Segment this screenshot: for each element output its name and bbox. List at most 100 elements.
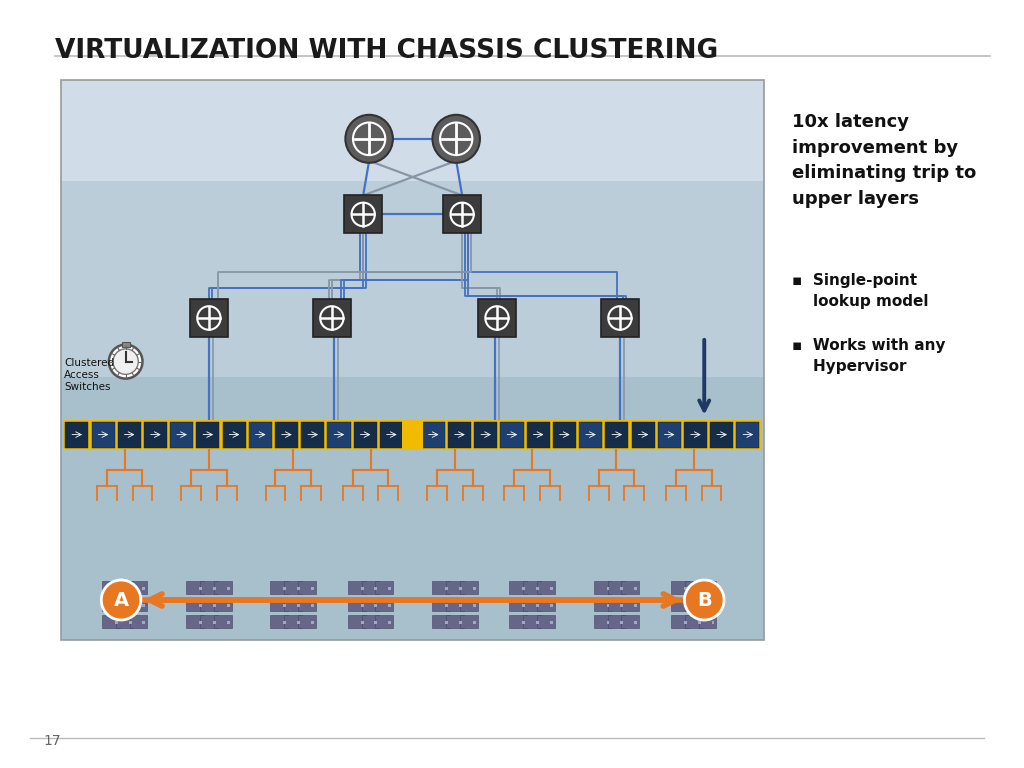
Bar [671, 581, 689, 594]
Bar [474, 422, 498, 448]
Bar [91, 422, 115, 448]
Bar [473, 604, 475, 607]
Bar [537, 587, 539, 590]
Bar [129, 587, 131, 590]
Bar [226, 587, 229, 590]
Text: ▪  Works with any
    Hypervisor: ▪ Works with any Hypervisor [792, 338, 945, 374]
Bar [186, 598, 204, 611]
Bar [213, 604, 216, 607]
Bar [200, 598, 218, 611]
Bar [697, 604, 700, 607]
Bar [375, 621, 378, 624]
Bar [284, 604, 287, 607]
Bar [380, 422, 403, 448]
Bar [402, 419, 423, 449]
Bar [509, 598, 527, 611]
Bar [712, 621, 715, 624]
Bar [200, 581, 218, 594]
Bar [129, 604, 131, 607]
Bar [621, 604, 624, 607]
Bar [101, 598, 120, 611]
Bar [685, 598, 702, 611]
Bar [509, 581, 527, 594]
Bar [130, 581, 147, 594]
Bar [142, 587, 145, 590]
Bar [432, 581, 450, 594]
Bar [301, 422, 325, 448]
Bar [285, 581, 302, 594]
Bar [473, 587, 475, 590]
Bar [698, 615, 717, 628]
Bar [375, 587, 378, 590]
Bar [311, 587, 314, 590]
Text: B: B [697, 591, 712, 610]
Bar [142, 621, 145, 624]
Bar [61, 180, 764, 377]
Bar [444, 604, 447, 607]
Bar [360, 604, 364, 607]
Bar [361, 581, 380, 594]
Bar [580, 422, 602, 448]
Bar [607, 598, 626, 611]
Bar [249, 422, 272, 448]
Bar [115, 587, 118, 590]
Bar [213, 587, 216, 590]
Bar [606, 604, 609, 607]
Bar [214, 598, 231, 611]
Bar [199, 604, 202, 607]
Bar [684, 587, 687, 590]
Bar [214, 615, 231, 628]
Bar [275, 422, 298, 448]
Bar [115, 604, 118, 607]
Bar [170, 422, 194, 448]
Bar [360, 587, 364, 590]
Bar [116, 598, 133, 611]
Bar [443, 195, 481, 233]
Bar [376, 581, 393, 594]
Bar [550, 604, 553, 607]
Bar [130, 615, 147, 628]
Bar [199, 587, 202, 590]
Bar [711, 422, 733, 448]
Bar [199, 621, 202, 624]
Bar [311, 604, 314, 607]
Bar [537, 604, 539, 607]
Bar [270, 581, 289, 594]
Circle shape [345, 114, 393, 163]
Bar [285, 615, 302, 628]
Bar [348, 581, 366, 594]
Bar [311, 621, 314, 624]
Bar [186, 581, 204, 594]
Bar [473, 621, 475, 624]
Bar [522, 621, 525, 624]
Bar [129, 621, 131, 624]
Bar [509, 615, 527, 628]
Bar [460, 615, 477, 628]
Bar [130, 598, 147, 611]
Bar [444, 587, 447, 590]
Bar [697, 587, 700, 590]
Bar [671, 615, 689, 628]
Bar [459, 587, 462, 590]
Text: VIRTUALIZATION WITH CHASSIS CLUSTERING: VIRTUALIZATION WITH CHASSIS CLUSTERING [55, 38, 719, 64]
Bar [297, 604, 300, 607]
Bar [360, 621, 364, 624]
Bar [375, 604, 378, 607]
Bar [445, 581, 464, 594]
Bar [622, 615, 639, 628]
Bar [142, 604, 145, 607]
Bar [388, 621, 391, 624]
Bar [459, 604, 462, 607]
Bar [61, 80, 764, 180]
Bar [445, 615, 464, 628]
Bar [697, 621, 700, 624]
Circle shape [101, 580, 141, 620]
Bar [523, 598, 541, 611]
Bar [537, 598, 555, 611]
Bar [284, 587, 287, 590]
Bar [684, 604, 687, 607]
Bar [388, 587, 391, 590]
Bar [523, 615, 541, 628]
Bar [553, 422, 575, 448]
Bar [361, 615, 380, 628]
